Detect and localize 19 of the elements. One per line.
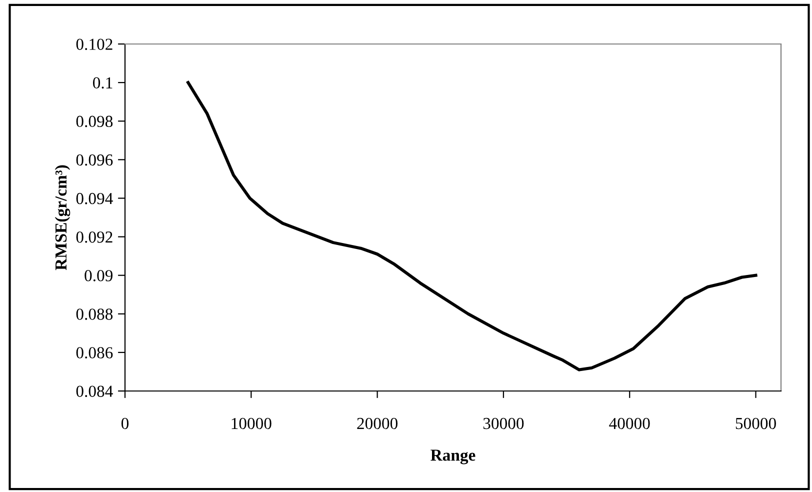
y-tick-label: 0.09 (84, 270, 113, 282)
x-tick-label: 0 (121, 418, 129, 430)
x-tick-label: 30000 (483, 418, 524, 430)
y-tick-label: 0.084 (76, 386, 113, 398)
y-tick-label: 0.102 (76, 38, 112, 50)
y-tick-label: 0.094 (76, 192, 113, 204)
x-tick-label: 50000 (736, 418, 776, 430)
line-series (186, 81, 758, 372)
y-tick-label: 0.086 (76, 347, 113, 358)
x-tick-label: 40000 (609, 418, 650, 430)
y-tick-label: 0.1 (92, 77, 112, 89)
y-tick-label: 0.098 (76, 116, 113, 128)
x-tick-label: 20000 (357, 418, 398, 430)
y-axis-title: RMSE(gr/cm³) (54, 165, 70, 270)
y-tick-label: 0.092 (76, 231, 112, 243)
x-tick-label: 10000 (232, 418, 272, 430)
y-tick-label: 0.088 (76, 308, 113, 320)
x-axis-title: Range (430, 450, 476, 464)
y-tick-label: 0.096 (76, 154, 113, 166)
